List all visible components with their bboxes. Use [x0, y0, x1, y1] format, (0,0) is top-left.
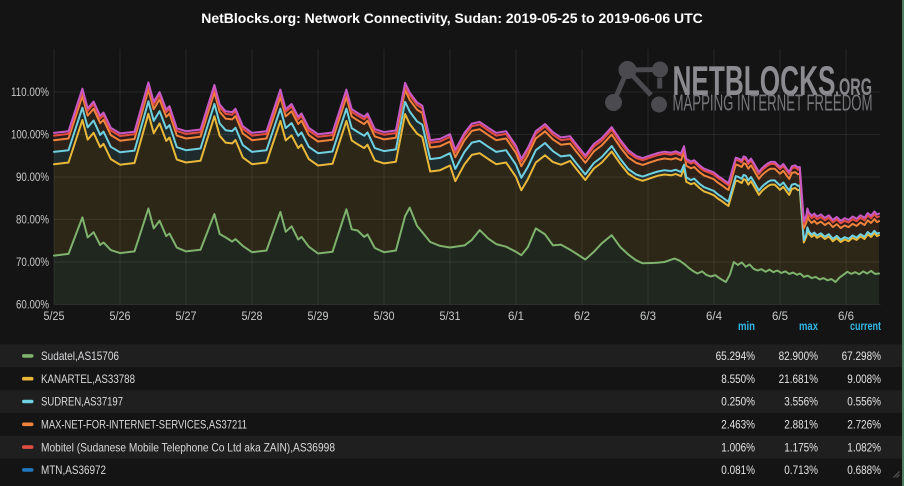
- svg-text:MAX-NET-FOR-INTERNET-SERVICES,: MAX-NET-FOR-INTERNET-SERVICES,AS37211: [41, 418, 247, 432]
- svg-text:67.298%: 67.298%: [842, 349, 882, 363]
- svg-text:6/4: 6/4: [706, 311, 723, 323]
- svg-text:max: max: [799, 319, 818, 333]
- svg-text:Sudatel,AS15706: Sudatel,AS15706: [41, 349, 119, 363]
- svg-text:KANARTEL,AS33788: KANARTEL,AS33788: [41, 372, 135, 386]
- svg-text:6/6: 6/6: [838, 311, 854, 323]
- svg-text:current: current: [850, 319, 881, 333]
- svg-text:0.556%: 0.556%: [847, 395, 881, 409]
- svg-text:8.550%: 8.550%: [721, 372, 755, 386]
- svg-text:5/26: 5/26: [110, 311, 131, 323]
- svg-text:5/25: 5/25: [44, 311, 65, 323]
- svg-text:100.00%: 100.00%: [11, 130, 49, 142]
- svg-text:5/28: 5/28: [242, 311, 263, 323]
- svg-text:70.00%: 70.00%: [16, 257, 49, 269]
- svg-text:NETBLOCKS: NETBLOCKS: [673, 57, 836, 104]
- svg-text:MAPPING INTERNET FREEDOM: MAPPING INTERNET FREEDOM: [673, 90, 873, 116]
- svg-text:6/1: 6/1: [508, 311, 524, 323]
- svg-text:65.294%: 65.294%: [716, 349, 756, 363]
- svg-text:NetBlocks.org: Network Connect: NetBlocks.org: Network Connectivity, Sud…: [201, 10, 703, 26]
- svg-text:6/5: 6/5: [772, 311, 788, 323]
- svg-text:60.00%: 60.00%: [16, 300, 49, 312]
- svg-text:21.681%: 21.681%: [779, 372, 819, 386]
- svg-text:.ORG: .ORG: [835, 74, 872, 101]
- svg-text:MTN,AS36972: MTN,AS36972: [41, 463, 106, 477]
- svg-text:2.726%: 2.726%: [847, 418, 881, 432]
- svg-text:0.713%: 0.713%: [784, 463, 818, 477]
- svg-text:9.008%: 9.008%: [847, 372, 881, 386]
- svg-text:5/27: 5/27: [176, 311, 197, 323]
- svg-text:5/29: 5/29: [308, 311, 329, 323]
- svg-text:80.00%: 80.00%: [16, 215, 49, 227]
- svg-text:2.881%: 2.881%: [784, 418, 818, 432]
- svg-text:1.175%: 1.175%: [784, 440, 818, 454]
- svg-text:5/30: 5/30: [374, 311, 395, 323]
- svg-text:0.250%: 0.250%: [721, 395, 755, 409]
- svg-text:0.081%: 0.081%: [721, 463, 755, 477]
- svg-text:82.900%: 82.900%: [779, 349, 819, 363]
- svg-text:5/31: 5/31: [440, 311, 461, 323]
- svg-text:6/2: 6/2: [574, 311, 590, 323]
- svg-text:110.00%: 110.00%: [11, 87, 49, 99]
- svg-text:2.463%: 2.463%: [721, 418, 755, 432]
- svg-text:6/3: 6/3: [640, 311, 656, 323]
- svg-text:Mobitel (Sudanese Mobile Telep: Mobitel (Sudanese Mobile Telephone Co Lt…: [41, 440, 335, 454]
- svg-text:min: min: [738, 319, 755, 333]
- svg-text:1.006%: 1.006%: [721, 440, 755, 454]
- svg-text:3.556%: 3.556%: [784, 395, 818, 409]
- svg-text:1.082%: 1.082%: [847, 440, 881, 454]
- svg-text:90.00%: 90.00%: [16, 172, 49, 184]
- svg-text:0.688%: 0.688%: [847, 463, 881, 477]
- svg-text:SUDREN,AS37197: SUDREN,AS37197: [41, 395, 123, 409]
